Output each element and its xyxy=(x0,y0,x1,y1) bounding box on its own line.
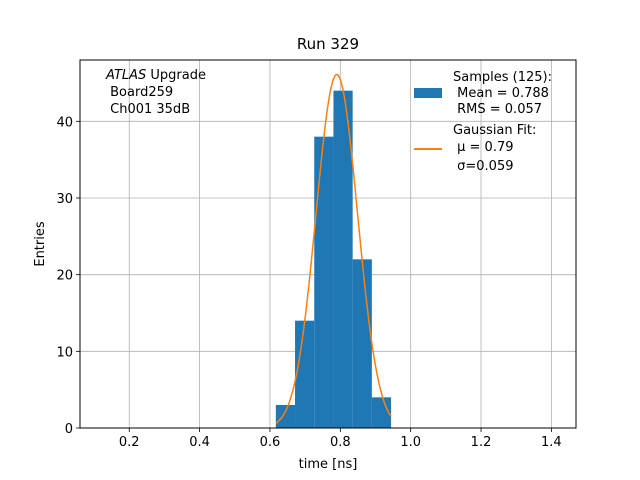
legend-fit-mu: μ = 0.79 xyxy=(453,140,514,155)
y-tick-label: 20 xyxy=(56,269,73,284)
annotation-line-experiment: ATLAS Upgrade xyxy=(105,68,206,83)
x-axis-label: time [ns] xyxy=(299,457,358,472)
histogram-bar xyxy=(333,90,353,429)
legend: Samples (125): Mean = 0.788 RMS = 0.057 … xyxy=(414,70,552,174)
histogram-bar xyxy=(371,397,392,428)
gaussian-fit-curve xyxy=(275,73,392,424)
histogram-bar xyxy=(314,136,334,428)
chart-title: Run 329 xyxy=(297,35,359,53)
annotation-upgrade-word: Upgrade xyxy=(146,68,206,83)
x-tick-label: 0.8 xyxy=(330,435,351,450)
axis-ticks: 0.2 0.4 0.6 0.8 1.0 1.2 1.4 0 10 20 30 40 xyxy=(56,115,561,450)
plot-frame xyxy=(79,59,577,429)
y-tick-label: 10 xyxy=(56,345,73,360)
y-tick-label: 30 xyxy=(56,192,73,207)
legend-fit-label: Gaussian Fit: xyxy=(453,123,536,138)
y-tick-label: 0 xyxy=(65,422,73,437)
legend-samples-label: Samples (125): xyxy=(453,70,552,85)
y-tick-label: 40 xyxy=(56,115,73,130)
histogram-bar xyxy=(295,320,315,428)
annotation-line-board: Board259 xyxy=(106,85,173,100)
x-tick-label: 0.6 xyxy=(260,435,281,450)
x-tick-label: 0.4 xyxy=(189,435,210,450)
legend-samples-rms: RMS = 0.057 xyxy=(453,102,542,117)
y-axis-label: Entries xyxy=(33,221,48,267)
x-tick-label: 0.2 xyxy=(119,435,140,450)
detector-annotation: ATLAS Upgrade Board259 Ch001 35dB xyxy=(105,68,206,117)
legend-samples-patch xyxy=(414,88,442,98)
histogram-bar xyxy=(275,405,296,428)
annotation-atlas-word: ATLAS xyxy=(105,68,146,83)
x-tick-label: 1.4 xyxy=(541,435,562,450)
x-tick-label: 1.2 xyxy=(471,435,492,450)
legend-fit-sigma: σ=0.059 xyxy=(453,159,513,174)
annotation-line-channel: Ch001 35dB xyxy=(106,102,190,117)
legend-samples-mean: Mean = 0.788 xyxy=(453,86,549,101)
histogram-bars xyxy=(275,90,392,429)
histogram-bar xyxy=(352,259,372,428)
x-tick-label: 1.0 xyxy=(400,435,421,450)
